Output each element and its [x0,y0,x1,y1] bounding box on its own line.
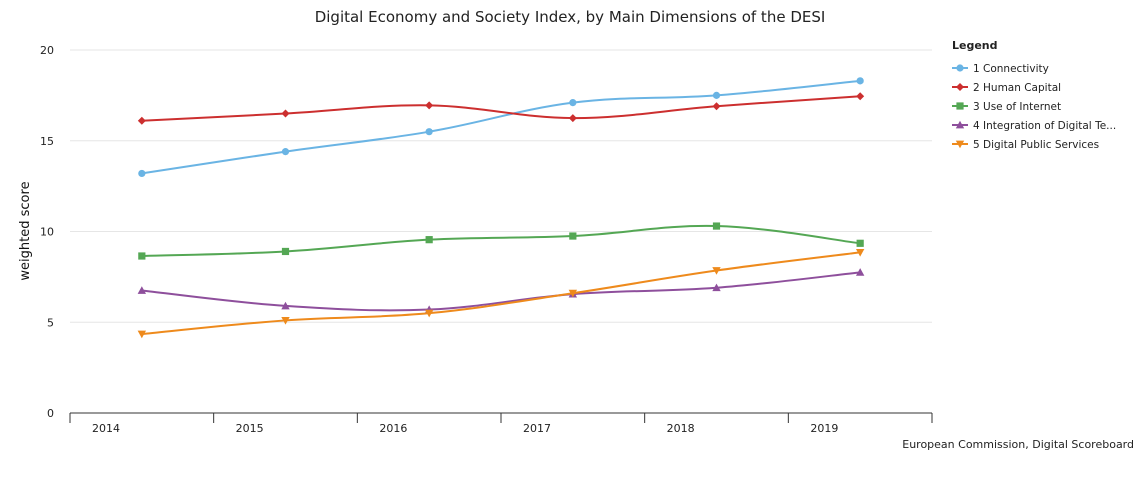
legend-title: Legend [952,39,998,52]
legend-marker [956,83,964,91]
legend-item[interactable]: 1 Connectivity [952,63,1049,75]
data-point[interactable] [568,114,577,123]
data-point[interactable] [281,317,290,325]
legend-label: 5 Digital Public Services [973,139,1099,151]
credit-text[interactable]: European Commission, Digital Scoreboard [902,438,1134,451]
x-tick-label: 2019 [810,422,838,435]
legend-item[interactable]: 5 Digital Public Services [952,139,1099,151]
series-line[interactable] [141,271,861,312]
legend-label: 3 Use of Internet [973,101,1061,113]
data-point[interactable] [425,236,433,244]
y-axis-label: weighted score [18,181,33,280]
data-point[interactable] [281,109,290,118]
y-tick-label: 15 [40,135,54,148]
x-tick-label: 2014 [92,422,120,435]
data-point[interactable] [855,268,865,276]
data-point[interactable] [281,148,290,156]
x-tick-label: 2015 [236,422,264,435]
data-point[interactable] [856,77,864,85]
series-layer [137,77,865,339]
legend-label: 4 Integration of Digital Te... [973,120,1116,132]
data-point[interactable] [712,102,721,111]
y-tick-label: 0 [47,407,54,420]
series-4-integration-of-digital-technology [137,268,865,313]
series-3-use-of-internet [138,222,864,260]
legend-item[interactable]: 4 Integration of Digital Te... [952,120,1116,132]
grid [70,49,932,323]
series-2-human-capital [137,92,865,125]
x-tick-label: 2018 [667,422,695,435]
legend-item[interactable]: 3 Use of Internet [952,101,1061,113]
series-5-digital-public-services [137,248,865,339]
series-line[interactable] [141,251,861,336]
data-point[interactable] [424,309,434,318]
legend: Legend 1 Connectivity 2 Human Capital 3 Us… [952,39,1116,151]
data-point[interactable] [712,91,721,99]
series-line[interactable] [141,79,861,175]
data-point[interactable] [712,283,721,292]
data-point[interactable] [855,248,865,257]
data-point[interactable] [856,239,864,247]
data-point[interactable] [281,301,290,310]
data-point[interactable] [712,267,721,275]
y-tick-label: 10 [40,226,54,239]
series-line[interactable] [141,95,861,122]
x-tick-label: 2017 [523,422,551,435]
y-tick-label: 20 [40,44,54,57]
data-point[interactable] [856,92,865,101]
data-point[interactable] [712,222,721,230]
data-point[interactable] [568,289,578,298]
data-point[interactable] [137,116,146,125]
data-point[interactable] [138,169,146,178]
legend-marker [955,120,965,129]
data-point[interactable] [137,286,147,294]
data-point[interactable] [281,247,290,256]
data-point[interactable] [137,330,147,339]
data-point[interactable] [569,99,577,107]
chart-title: Digital Economy and Society Index, by Ma… [315,8,826,26]
legend-marker [956,64,964,72]
legend-label: 2 Human Capital [973,82,1061,94]
axes: 0 5 10 15 20 2014 2015 2016 2017 2018 2019 [40,44,933,435]
series-1-connectivity [138,77,864,178]
data-point[interactable] [425,128,433,136]
legend-marker [956,102,964,110]
legend-label: 1 Connectivity [973,63,1049,75]
data-point[interactable] [425,101,434,110]
y-tick-label: 5 [47,316,54,329]
series-line[interactable] [141,224,861,258]
data-point[interactable] [569,232,577,240]
legend-item[interactable]: 2 Human Capital [952,82,1061,94]
x-tick-label: 2016 [379,422,407,435]
data-point[interactable] [138,252,146,260]
legend-marker [955,140,965,149]
